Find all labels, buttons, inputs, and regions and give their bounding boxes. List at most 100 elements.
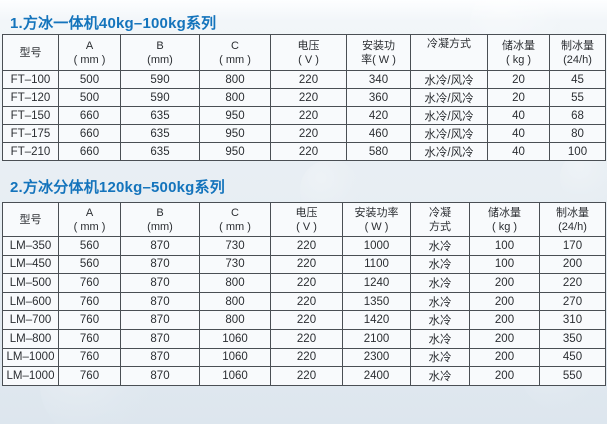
column-header-unit: ( mm ) (219, 220, 251, 233)
value-cell: 水冷 (410, 310, 470, 330)
column-header-unit: ( mm ) (73, 220, 106, 233)
model-cell: FT–120 (2, 88, 59, 107)
column-header-label: 制冰量 (561, 39, 594, 52)
value-cell: 760 (58, 347, 121, 368)
value-cell: 1060 (199, 366, 271, 386)
column-header-unit: ( kg ) (505, 53, 532, 66)
value-cell: 220 (270, 328, 343, 349)
column-header-unit: ( mm ) (73, 53, 106, 66)
value-cell: 760 (58, 291, 121, 312)
value-cell: 460 (346, 124, 411, 143)
value-cell: 水冷/风冷 (410, 124, 488, 143)
value-cell: 340 (346, 70, 411, 89)
ft-table-header: 型号 A( mm ) B (mm) C( mm ) 电压( V ) 安装功 率( W ) 冷凝方… (2, 34, 606, 71)
column-header: B (mm) (120, 34, 200, 71)
column-header: 制冰量 (24/h) (539, 202, 606, 237)
column-header: 储冰量( kg ) (469, 202, 540, 237)
model-cell: FT–175 (2, 124, 59, 143)
value-cell: 550 (539, 366, 606, 386)
column-header: 型号 (2, 34, 59, 71)
column-header: 型号 (2, 202, 59, 237)
value-cell: 200 (469, 310, 540, 330)
value-cell: 1000 (342, 236, 411, 256)
value-cell: 350 (539, 328, 606, 349)
model-cell: LM–800 (2, 328, 59, 349)
value-cell: 660 (58, 142, 121, 161)
value-cell: 170 (539, 236, 606, 256)
lm-series-spec-table: 型号 A( mm ) B (mm) C( mm ) 电压( V ) 安装功率( W ) 冷凝方… (2, 202, 606, 386)
value-cell: 870 (120, 347, 200, 368)
value-cell: 200 (469, 347, 540, 368)
value-cell: 100 (469, 254, 540, 275)
value-cell: 220 (270, 236, 343, 256)
value-cell: 760 (58, 310, 121, 330)
value-cell: 200 (469, 291, 540, 312)
value-cell: 1350 (342, 291, 411, 312)
value-cell: 水冷/风冷 (410, 88, 488, 107)
value-cell: 水冷 (410, 273, 470, 293)
model-cell: FT–210 (2, 142, 59, 161)
value-cell: 水冷 (410, 366, 470, 386)
table-row: LM–800 760 870 1060 220 2100 水冷 200 350 (2, 328, 606, 349)
model-cell: FT–100 (2, 70, 59, 89)
ft-series-spec-table: 型号 A( mm ) B (mm) C( mm ) 电压( V ) 安装功 率( W ) 冷凝方… (2, 34, 606, 161)
value-cell: 45 (549, 70, 606, 89)
value-cell: 220 (270, 347, 343, 368)
model-cell: LM–450 (2, 254, 59, 275)
column-header-label: 安装功 (362, 39, 395, 52)
value-cell: 560 (58, 254, 121, 275)
value-cell: 水冷/风冷 (410, 70, 488, 89)
value-cell: 2300 (342, 347, 411, 368)
value-cell: 水冷/风冷 (410, 106, 488, 125)
column-header-label: 电压 (297, 39, 320, 52)
column-header-label: B (156, 39, 164, 52)
value-cell: 220 (270, 124, 347, 143)
model-cell: LM–500 (2, 273, 59, 293)
value-cell: 950 (199, 142, 271, 161)
column-header: 安装功率( W ) (342, 202, 411, 237)
table-row: LM–350 560 870 730 220 1000 水冷 100 170 (2, 236, 606, 256)
value-cell: 590 (120, 88, 200, 107)
value-cell: 220 (270, 88, 347, 107)
value-cell: 870 (120, 328, 200, 349)
value-cell: 500 (58, 70, 121, 89)
value-cell: 1060 (199, 328, 271, 349)
value-cell: 870 (120, 273, 200, 293)
value-cell: 2400 (342, 366, 411, 386)
value-cell: 80 (549, 124, 606, 143)
model-cell: LM–600 (2, 291, 59, 312)
table-row: FT–150 660 635 950 220 420 水冷/风冷 40 68 (2, 106, 606, 125)
value-cell: 730 (199, 236, 271, 256)
value-cell: 1240 (342, 273, 411, 293)
column-header: 储冰量( kg ) (487, 34, 550, 71)
value-cell: 220 (270, 106, 347, 125)
value-cell: 760 (58, 328, 121, 349)
value-cell: 100 (469, 236, 540, 256)
value-cell: 水冷 (410, 236, 470, 256)
column-header: 冷凝方式 (410, 34, 488, 71)
column-header-unit: ( W ) (364, 220, 389, 233)
section-title-ft-series: 1.方冰一体机40kg–100kg系列 (10, 15, 217, 32)
value-cell: 220 (270, 291, 343, 312)
value-cell: 420 (346, 106, 411, 125)
value-cell: 1100 (342, 254, 411, 275)
column-header-unit: (mm) (147, 53, 173, 66)
value-cell: 水冷 (410, 347, 470, 368)
table-row: LM–600 760 870 800 220 1350 水冷 200 270 (2, 291, 606, 312)
table-row: FT–175 660 635 950 220 460 水冷/风冷 40 80 (2, 124, 606, 143)
value-cell: 870 (120, 366, 200, 386)
value-cell: 635 (120, 142, 200, 161)
column-header-label: 安装功率 (354, 206, 399, 219)
table-row: LM–500 760 870 800 220 1240 水冷 200 220 (2, 273, 606, 293)
column-header: 安装功率( W ) (346, 34, 411, 71)
column-header: C( mm ) (199, 202, 271, 237)
value-cell: 100 (549, 142, 606, 161)
value-cell: 200 (539, 254, 606, 275)
value-cell: 870 (120, 236, 200, 256)
value-cell: 20 (487, 88, 550, 107)
column-header-label: 型号 (19, 213, 42, 226)
value-cell: 220 (270, 70, 347, 89)
value-cell: 590 (120, 70, 200, 89)
table-row: FT–120 500 590 800 220 360 水冷/风冷 20 55 (2, 88, 606, 107)
value-cell: 800 (199, 70, 271, 89)
